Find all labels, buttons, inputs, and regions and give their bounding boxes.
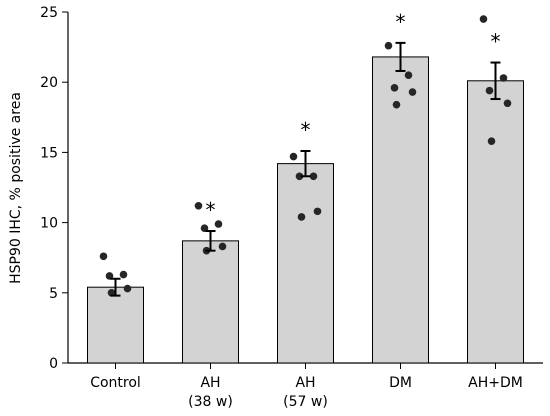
bars <box>87 56 524 364</box>
data-point <box>487 137 496 145</box>
data-point <box>479 15 488 23</box>
significance-marker: * <box>206 198 216 222</box>
data-points <box>99 15 512 297</box>
y-tick-label: 25 <box>40 5 58 21</box>
x-axis: Control AH (38 w) AH (57 w) DM AH+DM <box>68 362 543 410</box>
data-point <box>119 270 128 279</box>
y-axis: 0 5 10 15 20 25 <box>40 5 69 372</box>
x-tick-label: (57 w) <box>283 394 328 410</box>
data-point <box>485 86 494 95</box>
data-point <box>404 71 413 79</box>
error-bars <box>110 41 501 297</box>
significance-marker: * <box>301 118 311 142</box>
data-point <box>214 220 223 228</box>
data-point <box>313 207 322 216</box>
bar <box>372 56 429 364</box>
x-tick-label: AH <box>295 375 315 391</box>
data-point <box>99 252 108 261</box>
y-tick-label: 10 <box>40 216 58 232</box>
y-tick-label: 15 <box>40 145 58 161</box>
data-point <box>123 284 132 293</box>
x-tick-label: (38 w) <box>188 394 233 410</box>
data-point <box>408 88 417 96</box>
y-tick-label: 5 <box>49 286 58 302</box>
data-point <box>218 242 227 251</box>
data-point <box>289 152 298 161</box>
y-tick-label: 0 <box>49 356 58 372</box>
y-tick-label: 20 <box>40 75 58 91</box>
data-point <box>295 172 304 181</box>
x-tick-label: AH <box>200 375 220 391</box>
x-tick-label: AH+DM <box>468 375 523 391</box>
bar <box>467 80 524 364</box>
data-point <box>392 100 401 109</box>
y-axis-label: HSP90 IHC, % positive area <box>8 92 24 284</box>
data-point <box>503 99 512 108</box>
data-point <box>499 74 508 82</box>
data-point <box>390 84 399 92</box>
bar <box>277 163 334 364</box>
bar <box>87 286 144 364</box>
data-point <box>194 201 203 210</box>
significance-marker: * <box>491 30 501 54</box>
significance-markers: * * * * <box>206 10 501 222</box>
x-tick-label: Control <box>90 375 141 391</box>
significance-marker: * <box>396 10 406 34</box>
bar <box>182 240 239 364</box>
x-tick-label: DM <box>389 375 412 391</box>
data-point <box>297 213 306 221</box>
data-point <box>309 172 318 181</box>
data-point <box>384 41 393 50</box>
